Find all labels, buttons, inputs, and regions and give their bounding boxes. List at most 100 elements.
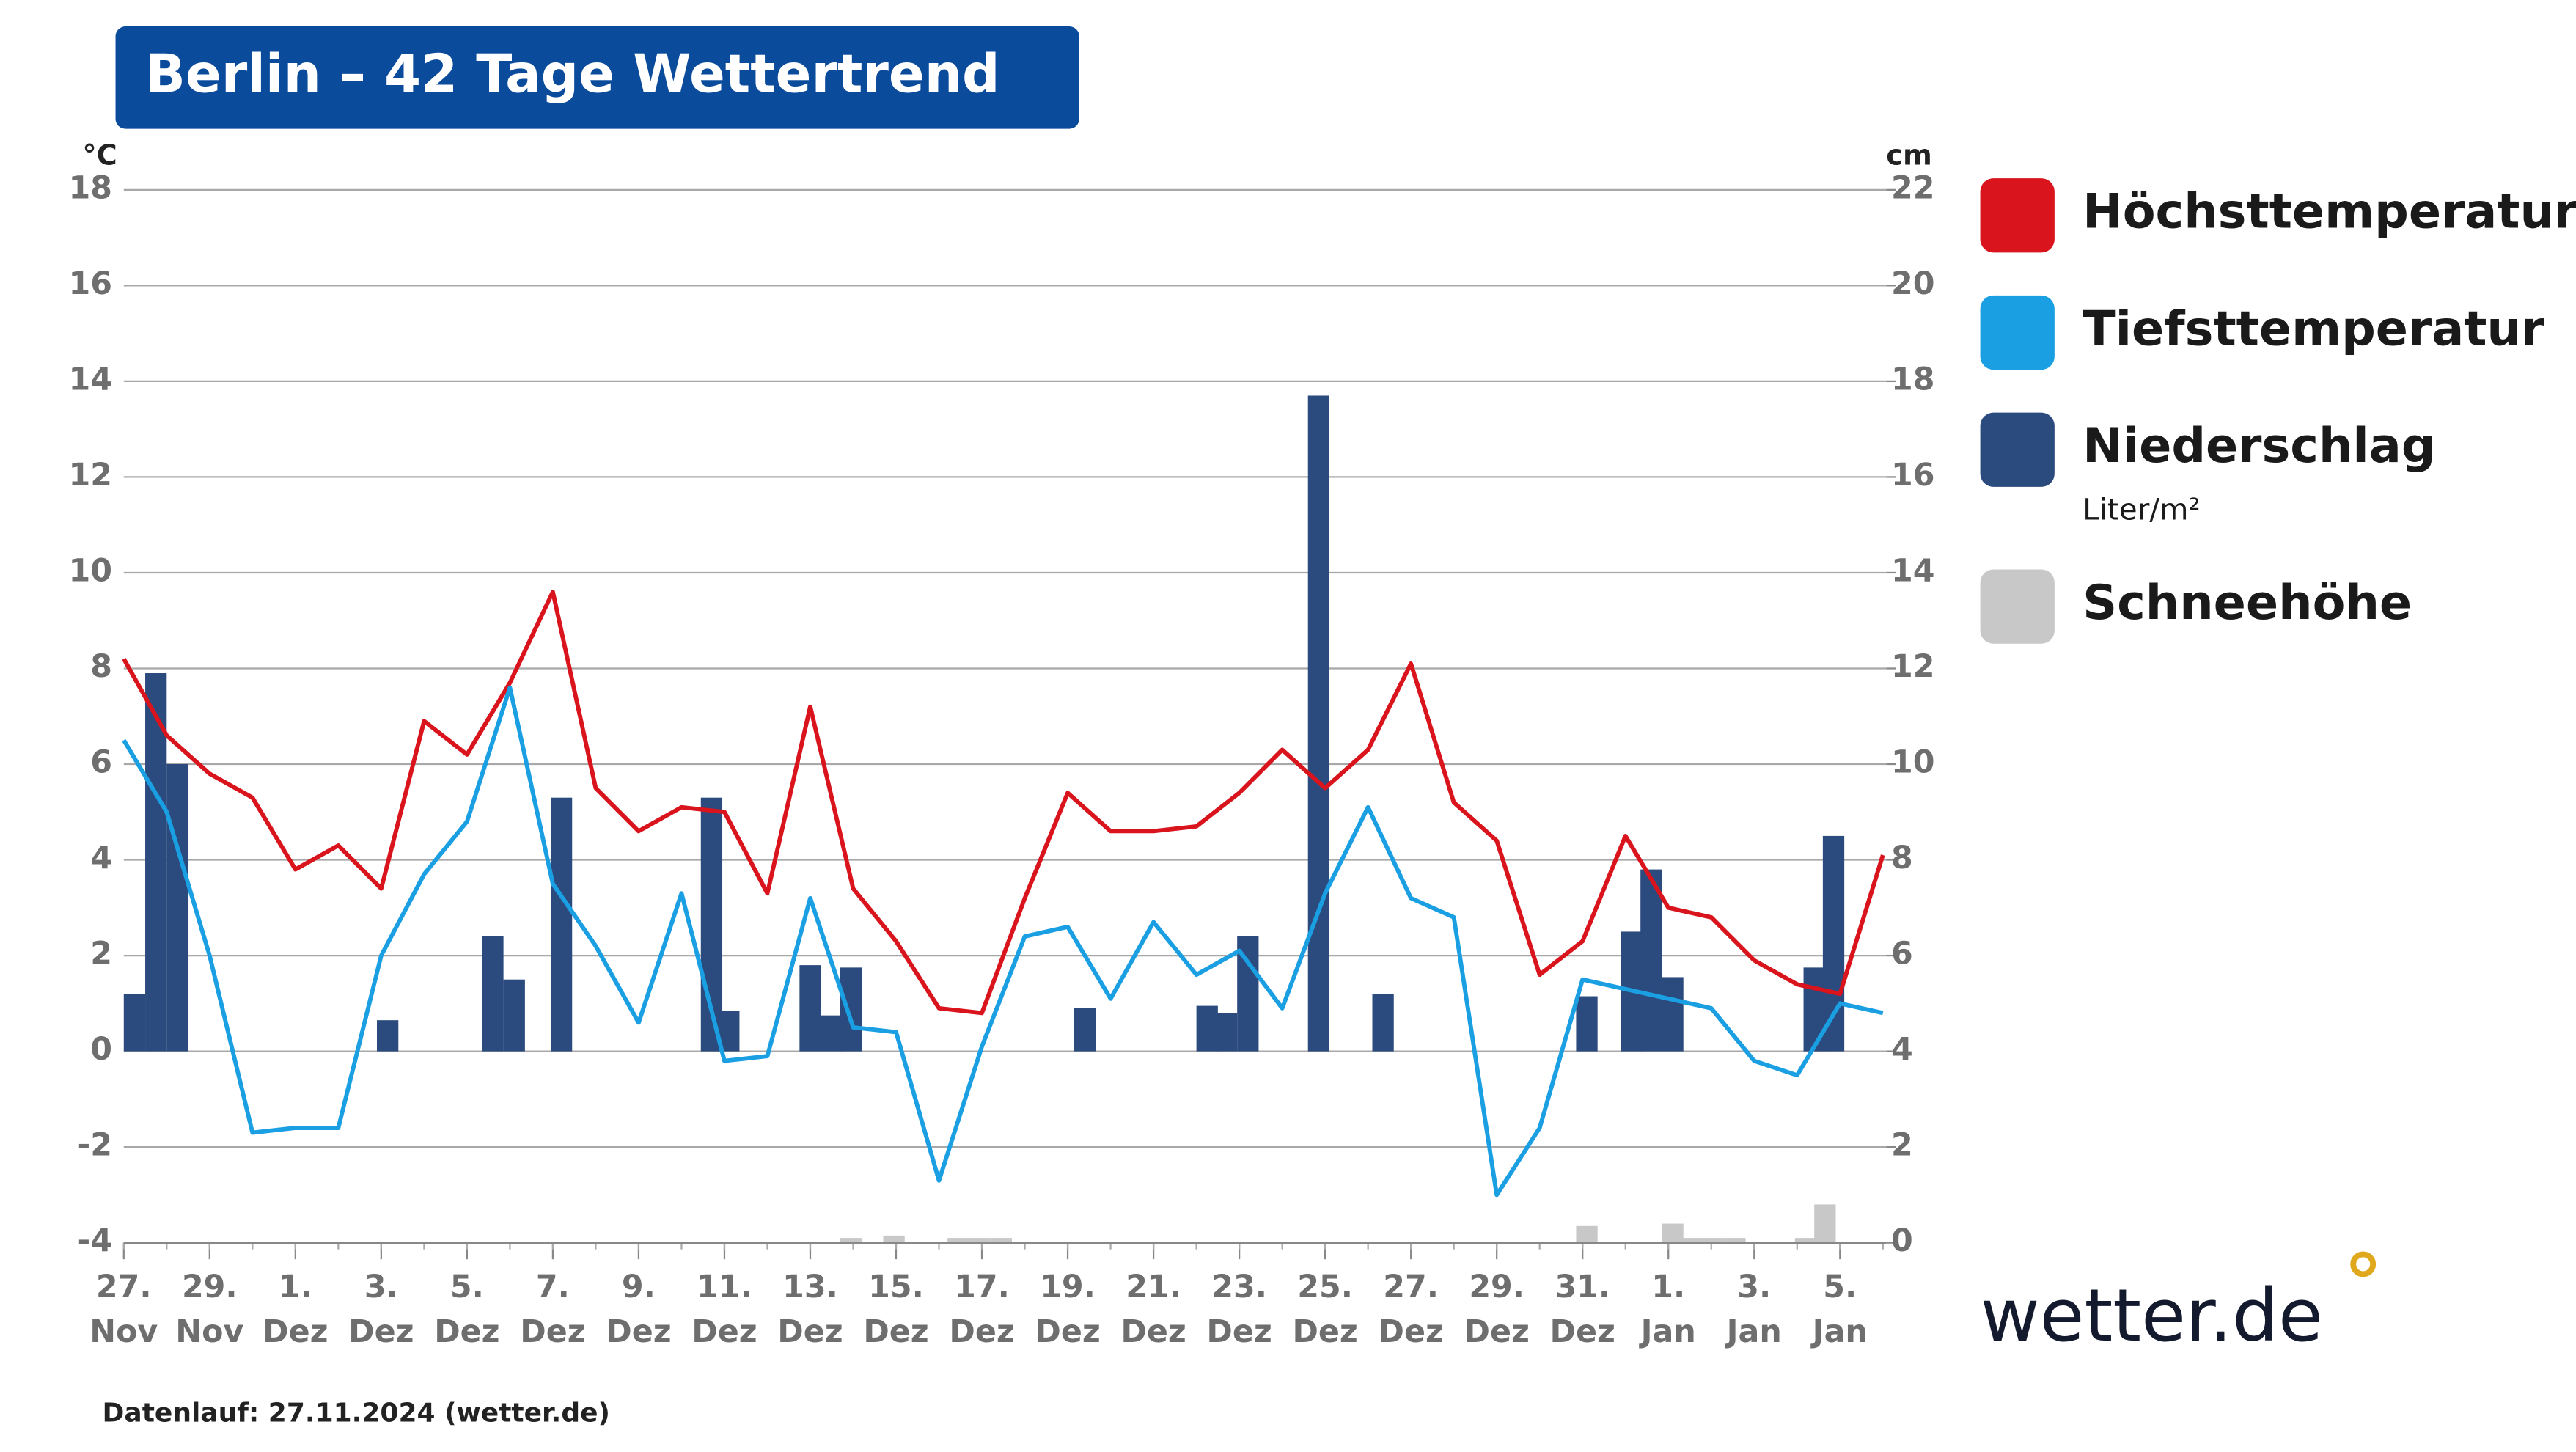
x-tick-month: Dez xyxy=(606,1313,671,1350)
bar xyxy=(969,1238,991,1243)
bar xyxy=(1640,869,1662,1052)
x-tick-month: Dez xyxy=(1550,1313,1615,1350)
bar xyxy=(1822,835,1845,1052)
y2-tick-label: 8 xyxy=(1891,840,1913,876)
y2-tick-label: 10 xyxy=(1891,744,1935,781)
bar xyxy=(799,965,821,1052)
bar xyxy=(166,764,188,1052)
bar xyxy=(123,994,146,1052)
legend-unit: Liter/m² xyxy=(2083,492,2201,527)
x-tick-label: 3. xyxy=(1737,1269,1771,1305)
bar xyxy=(550,797,573,1052)
logo-dot xyxy=(2350,1251,2377,1277)
x-tick-month: Nov xyxy=(175,1313,243,1350)
bar xyxy=(840,1238,862,1243)
x-tick-month: Dez xyxy=(434,1313,499,1350)
legend-label: Tiefsttemperatur xyxy=(2083,301,2544,356)
bar xyxy=(1681,1238,1703,1243)
x-tick-label: 27. xyxy=(1383,1269,1439,1305)
x-tick-label: 15. xyxy=(868,1269,924,1305)
x-tick-month: Jan xyxy=(1725,1313,1782,1350)
x-tick-month: Dez xyxy=(777,1313,843,1350)
chart-title: Berlin – 42 Tage Wettertrend xyxy=(145,43,1000,104)
bar xyxy=(1803,967,1825,1052)
bar xyxy=(1576,1225,1598,1243)
y2-tick-label: 0 xyxy=(1891,1222,1913,1259)
y2-axis-unit: cm xyxy=(1886,139,1932,172)
y-tick-label: 2 xyxy=(90,936,112,972)
y-tick-label: 18 xyxy=(69,169,113,206)
x-tick-month: Dez xyxy=(1120,1313,1186,1350)
x-tick-month: Dez xyxy=(1292,1313,1357,1350)
x-tick-label: 29. xyxy=(1469,1269,1524,1305)
legend-swatch xyxy=(1980,569,2055,644)
bar xyxy=(883,1235,905,1243)
bar xyxy=(1662,1223,1684,1243)
bar xyxy=(1074,1008,1096,1052)
y2-tick-label: 6 xyxy=(1891,936,1913,972)
x-tick-label: 1. xyxy=(1651,1269,1685,1305)
x-tick-label: 5. xyxy=(450,1269,484,1305)
bar xyxy=(1215,1013,1238,1052)
x-tick-label: 13. xyxy=(782,1269,838,1305)
x-tick-label: 11. xyxy=(697,1269,752,1305)
x-tick-label: 27. xyxy=(96,1269,152,1305)
bar xyxy=(1372,994,1394,1052)
x-tick-label: 1. xyxy=(279,1269,312,1305)
x-tick-month: Dez xyxy=(949,1313,1014,1350)
y-tick-label: 8 xyxy=(90,648,112,685)
y-tick-label: -4 xyxy=(78,1222,113,1259)
y-tick-label: 4 xyxy=(90,840,112,876)
logo: wetter.de xyxy=(1981,1274,2323,1358)
y2-tick-label: 20 xyxy=(1891,265,1935,302)
x-tick-label: 7. xyxy=(536,1269,570,1305)
y-tick-label: 14 xyxy=(69,361,113,397)
footnote: Datenlauf: 27.11.2024 (wetter.de) xyxy=(103,1398,610,1429)
bar xyxy=(1703,1238,1725,1243)
x-tick-label: 21. xyxy=(1126,1269,1181,1305)
x-tick-label: 19. xyxy=(1040,1269,1096,1305)
x-tick-month: Dez xyxy=(520,1313,585,1350)
bar xyxy=(503,979,525,1052)
y-tick-label: 16 xyxy=(69,265,113,302)
y2-tick-label: 22 xyxy=(1891,169,1935,206)
y-axis-unit: °C xyxy=(83,139,117,172)
bar xyxy=(947,1238,969,1243)
x-tick-label: 9. xyxy=(622,1269,656,1305)
y-tick-label: 12 xyxy=(69,457,113,494)
legend-label: Schneehöhe xyxy=(2083,575,2412,631)
title-box xyxy=(115,26,1079,129)
x-tick-month: Dez xyxy=(348,1313,414,1350)
y-tick-label: 10 xyxy=(69,552,113,589)
x-tick-label: 5. xyxy=(1823,1269,1857,1305)
bar xyxy=(1662,977,1684,1052)
y-tick-label: 6 xyxy=(90,744,112,781)
bar xyxy=(1814,1204,1836,1243)
x-tick-label: 17. xyxy=(954,1269,1010,1305)
bar xyxy=(377,1020,399,1052)
y2-tick-label: 2 xyxy=(1891,1127,1913,1164)
x-tick-month: Jan xyxy=(1810,1313,1868,1350)
x-tick-label: 23. xyxy=(1211,1269,1267,1305)
legend-label: Höchsttemperatur xyxy=(2083,184,2576,240)
x-tick-label: 31. xyxy=(1555,1269,1610,1305)
x-tick-month: Dez xyxy=(863,1313,928,1350)
line xyxy=(122,590,1885,1016)
x-tick-label: 3. xyxy=(364,1269,398,1305)
x-tick-label: 29. xyxy=(182,1269,238,1305)
y-tick-label: 0 xyxy=(90,1031,112,1068)
x-tick-month: Dez xyxy=(1464,1313,1529,1350)
y2-tick-label: 16 xyxy=(1891,457,1935,494)
x-tick-month: Jan xyxy=(1639,1313,1696,1350)
legend-swatch xyxy=(1980,178,2055,253)
bar xyxy=(145,673,167,1052)
legend-swatch xyxy=(1980,412,2055,487)
y2-tick-label: 14 xyxy=(1891,552,1935,589)
bar xyxy=(990,1238,1012,1243)
x-tick-month: Dez xyxy=(1378,1313,1443,1350)
x-tick-month: Dez xyxy=(1035,1313,1100,1350)
bar xyxy=(1724,1238,1746,1243)
bar xyxy=(840,967,862,1052)
legend-label: Niederschlag xyxy=(2083,418,2435,474)
